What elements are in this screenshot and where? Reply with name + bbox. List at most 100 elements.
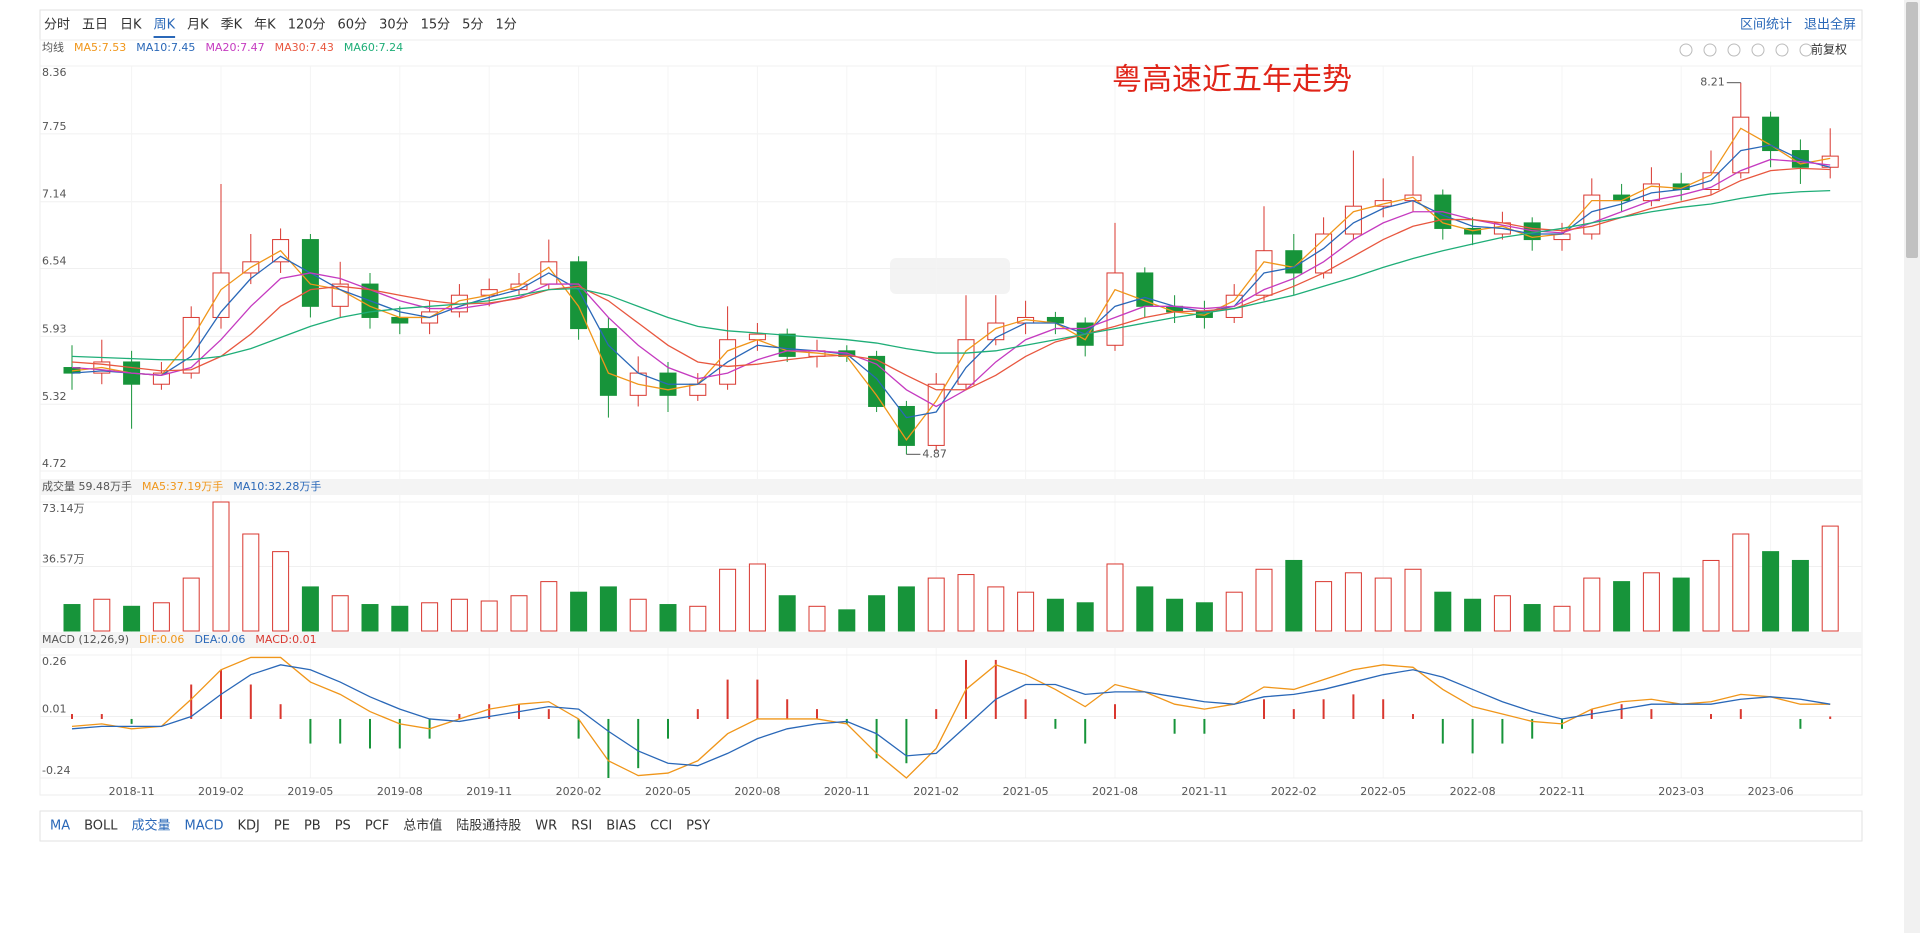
y-tick-label: 7.14 (42, 188, 67, 201)
indicator-tab[interactable]: CCI (650, 819, 672, 834)
candle-body (927, 383, 945, 446)
volume-bar (659, 604, 677, 632)
x-tick-label: 2021-05 (1003, 785, 1049, 798)
period-tab[interactable]: 月K (187, 18, 209, 33)
volume-bar (689, 605, 707, 632)
chart-frame (39, 39, 1863, 796)
icon[interactable] (1679, 43, 1693, 57)
volume-bar (1732, 533, 1750, 632)
ma-line (71, 158, 1831, 408)
legend-entry: MACD:0.01 (255, 633, 316, 646)
volume-bar (778, 595, 796, 632)
volume-bar (1374, 577, 1392, 632)
indicator-tab[interactable]: PS (335, 819, 351, 834)
indicator-tab[interactable]: 陆股通持股 (456, 818, 521, 834)
volume-bar (93, 598, 111, 632)
icon[interactable] (1775, 43, 1789, 57)
volume-bar (1493, 595, 1511, 632)
indicator-tab[interactable]: 成交量 (132, 818, 171, 834)
indicator-tab[interactable]: RSI (571, 819, 592, 834)
indicator-tab[interactable]: 总市值 (403, 818, 442, 834)
period-tab[interactable]: 季K (221, 18, 243, 33)
toolbar (39, 9, 1863, 41)
indicator-tab[interactable]: KDJ (238, 819, 260, 834)
volume-bar (1404, 568, 1422, 632)
volume-bar (242, 533, 260, 632)
volume-bar (1434, 591, 1452, 632)
indicator-tab[interactable]: WR (535, 819, 557, 834)
volume-bar (570, 591, 588, 632)
candle-body (1106, 272, 1124, 346)
candle-body (748, 333, 766, 341)
y-tick-label: 6.54 (42, 255, 67, 268)
volume-bar (1523, 604, 1541, 632)
y-tick-label: 5.93 (42, 322, 67, 335)
x-tick-label: 2019-05 (287, 785, 333, 798)
x-tick-label: 2021-08 (1092, 785, 1138, 798)
volume-bar (1285, 559, 1303, 632)
volume-bar (629, 598, 647, 632)
volume-bar (272, 551, 290, 632)
candle-body (391, 316, 409, 324)
x-tick-label: 2022-02 (1271, 785, 1317, 798)
high-label: 8.21 (1700, 76, 1725, 89)
icon[interactable] (1799, 43, 1813, 57)
period-tab[interactable]: 分时 (44, 18, 70, 33)
x-tick-label: 2022-05 (1360, 785, 1406, 798)
link[interactable]: 区间统计 (1740, 18, 1792, 33)
volume-bar (63, 604, 81, 632)
indicator-tab[interactable]: PB (304, 819, 321, 834)
indicator-tab[interactable]: MA (50, 819, 70, 834)
indicator-tab[interactable]: PSY (686, 819, 710, 834)
scrollbar-thumb[interactable] (1906, 2, 1918, 258)
watermark (890, 258, 1010, 294)
icon[interactable] (1703, 43, 1717, 57)
period-tab[interactable]: 日K (120, 18, 142, 33)
volume-header (40, 479, 1862, 495)
indicator-tab[interactable]: MACD (185, 819, 224, 834)
adjust-label[interactable]: 前复权 (1811, 42, 1847, 57)
volume-bar (808, 605, 826, 632)
indicator-tab[interactable]: BOLL (84, 819, 118, 834)
period-tab[interactable]: 周K (154, 18, 176, 33)
ma-line (71, 167, 1831, 391)
volume-bar (1106, 563, 1124, 632)
period-tab[interactable]: 120分 (288, 18, 326, 33)
y-tick-label: 36.57万 (42, 553, 85, 566)
ma-line (71, 127, 1831, 441)
volume-bar (927, 577, 945, 632)
x-tick-label: 2020-02 (556, 785, 602, 798)
volume-bar (152, 602, 170, 632)
indicator-tab[interactable]: BIAS (606, 819, 636, 834)
candle-body (868, 355, 886, 407)
icon[interactable] (1751, 43, 1765, 57)
macd-line (71, 656, 1831, 779)
indicator-tab[interactable]: PE (274, 819, 290, 834)
y-tick-label: 8.36 (42, 66, 67, 79)
macd-line (71, 664, 1831, 767)
volume-bar (421, 602, 439, 632)
period-tab[interactable]: 15分 (421, 18, 451, 33)
period-tab[interactable]: 五日 (82, 18, 108, 33)
volume-bar (301, 586, 319, 632)
x-tick-label: 2022-11 (1539, 785, 1585, 798)
period-tab[interactable]: 30分 (379, 18, 409, 33)
period-tab[interactable]: 5分 (462, 18, 483, 33)
period-tab[interactable]: 60分 (338, 18, 368, 33)
indicator-tab[interactable]: PCF (365, 819, 389, 834)
legend-entry: 成交量 59.48万手 (42, 479, 132, 493)
x-tick-label: 2020-08 (734, 785, 780, 798)
candle-body (599, 328, 617, 396)
link[interactable]: 退出全屏 (1804, 17, 1856, 33)
period-tab[interactable]: 年K (254, 18, 276, 33)
legend-entry: MA60:7.24 (344, 41, 403, 54)
period-tab[interactable]: 1分 (495, 18, 516, 33)
x-tick-label: 2023-06 (1748, 785, 1794, 798)
y-tick-label: 5.32 (42, 390, 67, 403)
y-tick-label: 0.26 (42, 655, 67, 668)
icon[interactable] (1727, 43, 1741, 57)
volume-bar (748, 563, 766, 632)
candle-body (182, 316, 200, 374)
volume-bar (957, 574, 975, 632)
